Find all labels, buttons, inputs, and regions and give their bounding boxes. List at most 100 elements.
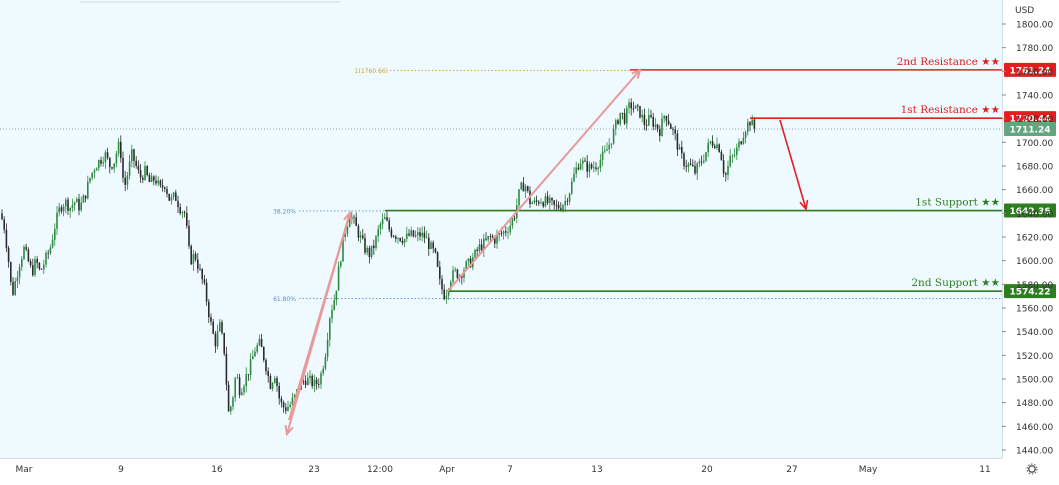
candle-body (278, 385, 280, 399)
candle-body (716, 144, 718, 149)
candle-body (604, 150, 606, 152)
candle-body (106, 152, 109, 158)
projection-arrows (284, 68, 809, 437)
settings-icon[interactable] (1026, 463, 1038, 475)
time-label: 23 (308, 465, 319, 475)
candle-body (740, 141, 742, 144)
candle-body (456, 269, 459, 279)
candle-body (445, 295, 448, 300)
candle-body (687, 163, 690, 168)
candle-body (555, 204, 558, 206)
candle-body (309, 375, 311, 378)
price-tick-label: 1740.00 (1016, 92, 1053, 102)
candle-body (553, 200, 555, 205)
candle-body (395, 236, 397, 239)
candle-body (232, 397, 234, 407)
level-price-badge (1004, 62, 1056, 77)
candle-body (357, 226, 360, 238)
level-price-text: 1720.44 (1010, 115, 1051, 125)
candle-body (249, 359, 252, 375)
candle-body (45, 252, 47, 265)
candle-body (480, 244, 483, 251)
candle-body (665, 115, 668, 121)
candle-body (247, 374, 250, 375)
candle-body (707, 142, 709, 153)
price-tick-label: 1640.00 (1016, 210, 1053, 220)
candle-body (694, 166, 696, 174)
candle-body (502, 231, 505, 234)
candle-body (245, 374, 247, 387)
candle-body (489, 236, 492, 237)
time-axis: Mar 9 16 23 12:00 Apr 7 13 20 27 May 11 (16, 465, 991, 475)
candle-body (179, 207, 181, 214)
candle-body (335, 290, 338, 301)
candle-body (36, 259, 38, 263)
candle-body (29, 261, 32, 266)
candle-body (223, 332, 225, 354)
level-price-badge (1004, 284, 1056, 299)
candle-body (38, 262, 41, 269)
candle-body (307, 377, 309, 386)
candle-body (511, 218, 514, 226)
candle-body (531, 202, 533, 204)
candle-body (58, 207, 60, 213)
candle-body (157, 180, 159, 184)
candle-body (5, 229, 8, 248)
candle-body (469, 258, 472, 268)
candle-body (505, 231, 507, 233)
candle-body (491, 236, 494, 238)
price-tick-label: 1580.00 (1016, 281, 1053, 291)
time-label: Mar (16, 465, 33, 475)
candle-body (397, 237, 399, 239)
candle-body (326, 339, 329, 357)
candle-body (311, 375, 313, 387)
candle-body (177, 200, 179, 208)
time-label: 12:00 (367, 465, 393, 475)
candle-body (7, 247, 10, 263)
candle-body (267, 371, 269, 377)
candle-body (216, 331, 219, 347)
candle-body (414, 235, 417, 237)
candle-body (302, 380, 305, 382)
candle-body (487, 236, 489, 240)
candle-body (630, 102, 632, 109)
candle-body (252, 356, 254, 360)
candle-body (287, 406, 289, 411)
candle-body (135, 160, 137, 166)
level-name: 1st Resistance ★★ (901, 104, 1001, 116)
candle-body (280, 398, 283, 403)
currency-label: USD (1015, 6, 1034, 16)
candle-body (362, 235, 364, 239)
candle-body (485, 238, 487, 240)
candle-body (164, 187, 166, 189)
candle-body (49, 247, 52, 254)
candle-body (450, 281, 452, 290)
candle-body (494, 237, 496, 244)
candle-body (736, 147, 738, 156)
price-tick-label: 1620.00 (1016, 234, 1053, 244)
candle-body (1, 213, 3, 220)
candle-body (115, 153, 118, 164)
candle-body (243, 386, 245, 393)
candle-body (117, 141, 120, 154)
candle-body (593, 167, 595, 169)
candle-body (557, 204, 560, 209)
candle-body (645, 124, 648, 126)
candle-body (718, 144, 720, 152)
candle-body (403, 239, 406, 243)
time-label: 11 (979, 465, 990, 475)
candle-body (698, 161, 701, 164)
candle-body (518, 189, 520, 206)
candle-body (683, 153, 685, 166)
candle-body (634, 105, 637, 109)
candle-body (447, 289, 450, 296)
candle-body (282, 402, 285, 408)
candle-body (10, 262, 12, 282)
candle-body (194, 253, 197, 260)
fib-label: 1(1760.66) (355, 68, 388, 75)
level-price-text: 1761.24 (1010, 66, 1051, 76)
candle-body (619, 112, 621, 124)
candle-body (621, 112, 624, 114)
candle-body (733, 155, 736, 156)
